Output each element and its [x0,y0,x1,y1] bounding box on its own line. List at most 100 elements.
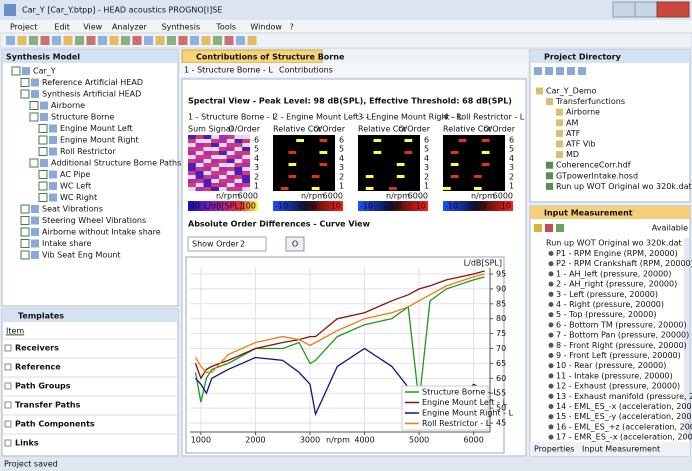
tree-item[interactable]: Roll Restrictor [60,147,116,156]
menu-item[interactable]: View [83,23,102,32]
menu-item[interactable]: Window [250,23,282,32]
menu-item[interactable]: Synthesis [162,23,201,32]
order-button[interactable] [285,236,305,252]
directory-item[interactable]: ATF [566,129,581,138]
expand-box[interactable] [4,363,12,371]
channel-item[interactable]: 11 - Intake (pressure, 20000) [556,371,673,380]
toolbar-icon[interactable] [213,36,222,45]
expand-box[interactable] [4,382,12,390]
map-tab[interactable]: 1 - Structure Borne - L [188,113,277,122]
channel-item[interactable]: 12 - Exhaust (pressure, 20000) [556,382,680,391]
tree-checkbox[interactable] [38,147,48,156]
tree-checkbox[interactable] [20,78,30,87]
minimize-button[interactable] [612,1,636,18]
toolbar-icon[interactable] [109,36,119,45]
channel-item[interactable]: P1 - RPM Engine (RPM, 20000) [556,249,678,258]
channel-item[interactable]: 15 - EML_ES_-y (acceleration, 20000) [556,412,692,421]
close-button[interactable] [656,1,690,18]
menu-item[interactable]: Edit [54,23,70,32]
tree-checkbox[interactable] [20,216,30,225]
panel-tab[interactable]: Properties [534,445,574,454]
measurement-root[interactable]: Run up WOT Original wo 320k.dat [546,239,682,248]
directory-item[interactable]: AM [566,118,578,127]
tree-checkbox[interactable] [29,112,39,122]
tree-checkbox[interactable] [38,193,48,202]
channel-item[interactable]: 9 - Front Left (pressure, 20000) [556,351,681,360]
tree-item[interactable]: Steering Wheel Vibrations [42,216,146,225]
toolbar-icon[interactable] [201,36,211,45]
tree-checkbox[interactable] [29,158,39,168]
toolbar-icon[interactable] [167,36,176,45]
menu-item[interactable]: ? [290,23,294,32]
channel-item[interactable]: 7 - Bottom Pan (pressure, 20000) [556,331,689,340]
toolbar-icon[interactable] [224,36,234,45]
directory-item[interactable]: Car_Y_Demo [546,87,597,96]
maximize-button[interactable] [634,1,658,18]
panel-tool[interactable] [545,67,553,75]
template-section[interactable]: Links [15,439,39,448]
channel-item[interactable]: 5 - Top (pressure, 20000) [556,310,656,319]
tree-checkbox[interactable] [38,135,48,145]
toolbar-icon[interactable] [121,36,130,45]
expand-box[interactable] [4,344,12,352]
tree-item[interactable]: Synthesis Artificial HEAD [42,90,141,99]
toolbar-icon[interactable] [52,36,61,45]
panel-tool[interactable] [556,224,564,232]
toolbar-icon[interactable] [132,36,142,45]
toolbar-icon[interactable] [6,36,15,45]
tree-checkbox[interactable] [20,239,30,248]
toolbar-icon[interactable] [86,36,96,45]
toolbar-icon[interactable] [155,36,165,45]
tree-checkbox[interactable] [20,227,30,237]
tree-checkbox[interactable] [38,181,48,191]
channel-item[interactable]: 1 - AH_left (pressure, 20000) [556,269,671,278]
tree-item[interactable]: Airborne [51,101,85,110]
directory-item[interactable]: Run up WOT Original wo 320k.dat [556,182,692,191]
channel-item[interactable]: P2 - RPM Crankshaft (RPM, 20000) [556,259,692,268]
tree-item[interactable]: Car_Y [33,67,56,76]
channel-item[interactable]: 16 - EML_ES_+z (acceleration, 20000) [556,422,692,431]
tree-item[interactable]: WC Right [60,193,97,202]
template-section[interactable]: Receivers [15,344,59,353]
tree-item[interactable]: Airborne without Intake share [42,228,161,237]
toolbar-icon[interactable] [63,36,73,45]
channel-item[interactable]: 3 - Left (pressure, 20000) [556,290,658,299]
toolbar-icon[interactable] [247,36,257,45]
panel-tool[interactable] [534,67,542,75]
order-field[interactable] [187,236,267,252]
toolbar-icon[interactable] [190,36,199,45]
directory-item[interactable]: GTpowerIntake.hosd [556,171,638,180]
toolbar-icon[interactable] [178,36,188,45]
channel-item[interactable]: 6 - Bottom TM (pressure, 20000) [556,320,687,329]
tree-checkbox[interactable] [38,124,48,133]
toolbar-icon[interactable] [75,36,84,45]
template-section[interactable]: Transfer Paths [15,401,81,410]
panel-tool[interactable] [556,67,564,75]
tree-checkbox[interactable] [20,250,30,260]
expand-box[interactable] [4,420,12,428]
tree-checkbox[interactable] [29,101,39,110]
tree-item[interactable]: Engine Mount Left [60,124,133,133]
tree-checkbox[interactable] [11,66,21,76]
item-link[interactable]: Item [6,327,24,336]
panel-tool[interactable] [578,67,586,75]
tree-item[interactable]: Seat Vibrations [42,205,103,214]
expand-box[interactable] [4,439,12,447]
tree-item[interactable]: Structure Borne [51,113,114,122]
path-selector[interactable]: 1 - Structure Borne - L [184,66,273,75]
tree-checkbox[interactable] [20,89,30,99]
tree-item[interactable]: WC Left [60,182,91,191]
tree-checkbox[interactable] [20,204,30,214]
tree-item[interactable]: Intake share [42,239,92,248]
expand-box[interactable] [4,401,12,409]
tree-checkbox[interactable] [38,170,48,179]
channel-item[interactable]: 10 - Rear (pressure, 20000) [556,361,666,370]
toolbar-icon[interactable] [29,36,38,45]
menu-item[interactable]: Tools [215,23,236,32]
template-section[interactable]: Reference [15,363,61,372]
channel-item[interactable]: 2 - AH_right (pressure, 20000) [556,280,677,289]
toolbar-icon[interactable] [40,36,50,45]
scrollbar[interactable] [684,238,689,438]
tree-item[interactable]: Vib Seat Eng Mount [42,251,121,260]
template-section[interactable]: Path Components [15,420,95,429]
